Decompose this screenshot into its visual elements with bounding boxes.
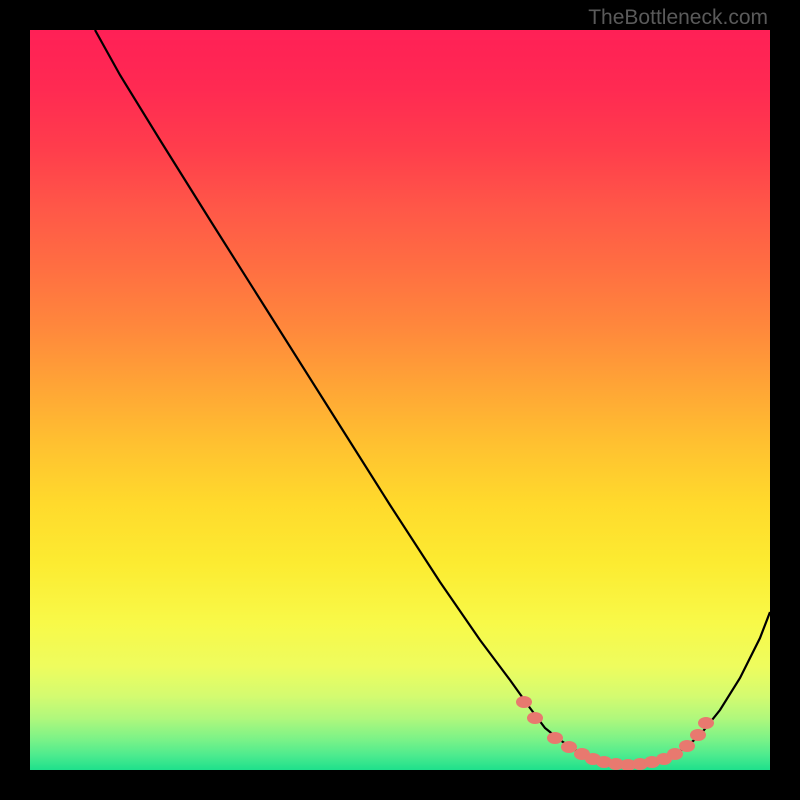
scatter-point — [527, 712, 543, 724]
scatter-point — [698, 717, 714, 729]
gradient-background — [30, 30, 770, 770]
attribution-text: TheBottleneck.com — [588, 6, 768, 30]
scatter-point — [690, 729, 706, 741]
chart-svg — [30, 30, 770, 770]
scatter-point — [667, 748, 683, 760]
scatter-point — [561, 741, 577, 753]
scatter-point — [547, 732, 563, 744]
chart-area — [30, 30, 770, 770]
scatter-point — [516, 696, 532, 708]
scatter-point — [679, 740, 695, 752]
